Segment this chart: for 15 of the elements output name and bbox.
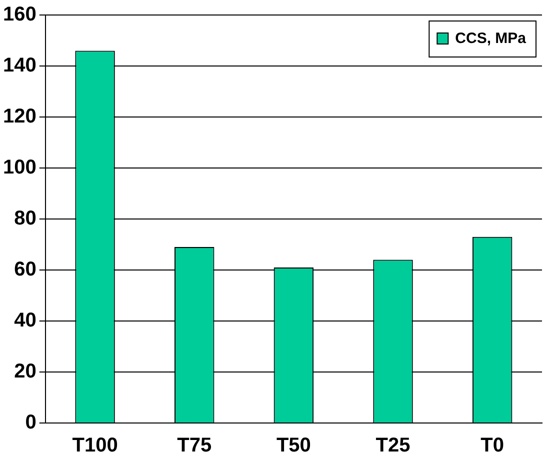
y-tick-label: 120: [2, 106, 36, 128]
x-tick-label: T0: [480, 434, 504, 457]
x-tick-label: T50: [276, 434, 311, 457]
y-tick-label: 80: [14, 208, 36, 230]
legend-label: CCS, MPa: [455, 30, 527, 48]
y-tick-label: 40: [14, 310, 36, 332]
y-tick-label: 0: [25, 412, 36, 434]
y-tick-label: 100: [2, 156, 36, 179]
y-tick-label: 160: [2, 4, 36, 26]
y-tick-label: 20: [14, 360, 36, 383]
y-tick-label: 140: [2, 54, 36, 77]
x-tick-label: T75: [177, 434, 212, 457]
y-tick-label: 60: [14, 258, 36, 281]
x-tick-label: T100: [72, 434, 118, 457]
x-tick-label: T25: [376, 434, 410, 457]
